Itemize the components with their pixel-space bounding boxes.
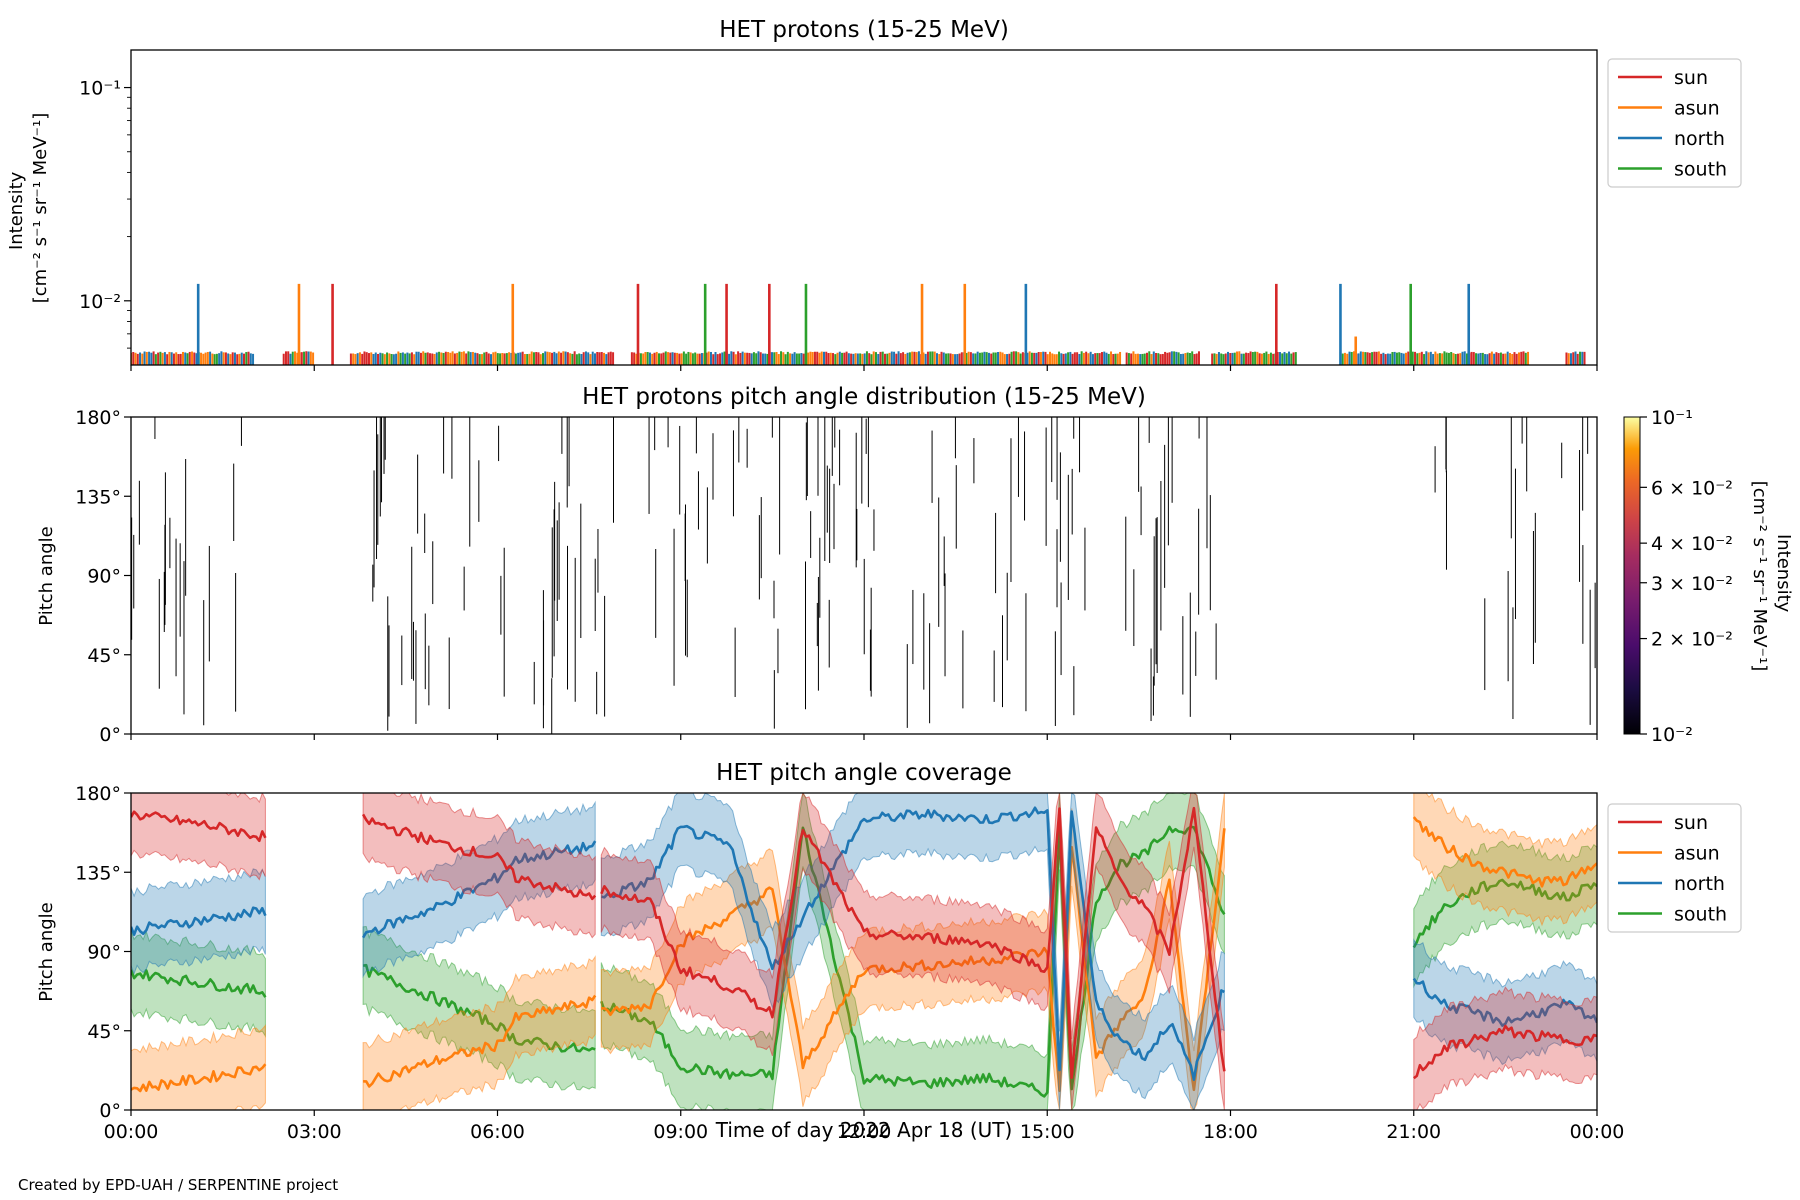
- x-tick-label: 12:00: [837, 1121, 892, 1143]
- colorbar-tick-label: 3 × 10⁻²: [1651, 573, 1733, 595]
- y-tick-label: 180°: [75, 783, 121, 805]
- panel2-ylabel: Pitch angle: [36, 526, 57, 625]
- panel1-frame: [130, 49, 1598, 366]
- panel3-plot-area: [131, 793, 1597, 1110]
- coverage-line-south: [362, 963, 596, 1053]
- coverage-band-south: [1413, 840, 1597, 989]
- coverage-line-asun: [601, 828, 1226, 1093]
- x-tick-label: 00:00: [104, 1121, 159, 1143]
- y-tick-label: 180°: [75, 407, 121, 429]
- x-tick-label: 15:00: [1020, 1121, 1075, 1143]
- colorbar: [1623, 416, 1641, 735]
- colorbar-tick-label: 10⁻²: [1651, 724, 1693, 746]
- legend-label-south: south: [1674, 159, 1727, 181]
- legend-box: [1607, 58, 1742, 188]
- coverage-band-sun: [1413, 986, 1597, 1110]
- x-tick-label: 00:00: [1570, 1121, 1625, 1143]
- coverage-band-sun: [362, 793, 596, 939]
- x-tick-label: 18:00: [1203, 1121, 1258, 1143]
- coverage-line-north: [601, 806, 1225, 1081]
- y-tick-label: 0°: [99, 724, 121, 746]
- y-tick-label: 135°: [75, 862, 121, 884]
- y-tick-label: 45°: [87, 1021, 121, 1043]
- colorbar-tick-label: 10⁻¹: [1651, 407, 1693, 429]
- panel1-ylabel: Intensity [cm⁻² s⁻¹ sr⁻¹ MeV⁻¹]: [6, 113, 51, 304]
- panel2-x-ticks: [130, 734, 1598, 740]
- colorbar-ticks: 10⁻¹ 6 × 10⁻² 4 × 10⁻² 3 × 10⁻² 2 × 10⁻² 10⁻²: [1640, 407, 1733, 746]
- y-tick-label: 10⁻¹: [79, 78, 121, 100]
- y-tick-label: 0°: [99, 1100, 121, 1122]
- panel3-y-axis: 0° 45° 90° 135° 180°: [75, 783, 131, 1122]
- legend-label-north: north: [1674, 873, 1725, 895]
- colorbar-label: Intensity [cm⁻² s⁻¹ sr⁻¹ MeV⁻¹]: [1749, 481, 1794, 672]
- y-tick-label: 90°: [87, 566, 121, 588]
- panel1-title: HET protons (15-25 MeV): [719, 17, 1009, 43]
- panel3-legend: sun asun north south: [1607, 803, 1742, 933]
- x-tick-label: 21:00: [1386, 1121, 1441, 1143]
- y-tick-label: 135°: [75, 486, 121, 508]
- x-axis-label: Time of day 2022 Apr 18 (UT): [715, 1118, 1013, 1142]
- colorbar-tick-label: 2 × 10⁻²: [1651, 629, 1733, 651]
- coverage-line-asun: [1412, 816, 1597, 888]
- legend-label-asun: asun: [1674, 98, 1720, 120]
- coverage-line-sun: [131, 810, 267, 843]
- panel3-x-ticks: 00:00 03:00 06:00 09:00 12:00 15:00 18:00 21:00…: [104, 1110, 1625, 1143]
- coverage-line-sun: [1413, 1024, 1597, 1080]
- x-tick-label: 09:00: [653, 1121, 708, 1143]
- y-tick-label: 90°: [87, 942, 121, 964]
- colorbar-tick-label: 6 × 10⁻²: [1651, 477, 1733, 499]
- legend-label-north: north: [1674, 128, 1725, 150]
- panel3-title: HET pitch angle coverage: [716, 760, 1012, 786]
- credit-text: Created by EPD-UAH / SERPENTINE project: [18, 1176, 339, 1194]
- y-tick-label: 45°: [87, 645, 121, 667]
- panel2-y-axis: 0° 45° 90° 135° 180°: [75, 407, 131, 746]
- colorbar-tick-label: 4 × 10⁻²: [1651, 533, 1733, 555]
- panel1-plot-area: [131, 283, 1586, 365]
- coverage-line-asun: [131, 1063, 267, 1093]
- legend-label-south: south: [1674, 904, 1727, 926]
- coverage-band-asun: [362, 955, 596, 1110]
- panel1-x-ticks: [130, 365, 1598, 371]
- panel1-legend: sun asun north south: [1607, 58, 1742, 188]
- coverage-line-north: [361, 840, 597, 939]
- panel2-plot-area: [131, 417, 1596, 734]
- x-tick-label: 06:00: [470, 1121, 525, 1143]
- coverage-band-asun: [131, 1024, 266, 1110]
- legend-label-asun: asun: [1674, 843, 1720, 865]
- coverage-line-south: [600, 825, 1226, 1098]
- coverage-line-sun: [600, 806, 1226, 1079]
- coverage-line-north: [1412, 977, 1597, 1027]
- panel2-title: HET protons pitch angle distribution (15…: [582, 384, 1146, 410]
- legend-box: [1607, 803, 1742, 933]
- panel1-y-axis: 10⁻¹ 10⁻²: [79, 78, 131, 349]
- coverage-band-asun: [1413, 793, 1597, 927]
- legend-label-sun: sun: [1674, 812, 1708, 834]
- coverage-line-sun: [361, 813, 597, 901]
- coverage-band-north: [1413, 938, 1597, 1066]
- coverage-line-south: [131, 969, 267, 998]
- panel3-ylabel: Pitch angle: [36, 902, 57, 1001]
- y-tick-label: 10⁻²: [79, 291, 121, 313]
- coverage-band-sun: [131, 793, 266, 881]
- coverage-line-north: [131, 906, 267, 937]
- legend-label-sun: sun: [1674, 67, 1708, 89]
- coverage-line-asun: [363, 994, 597, 1088]
- coverage-line-south: [1412, 878, 1597, 949]
- x-tick-label: 03:00: [287, 1121, 342, 1143]
